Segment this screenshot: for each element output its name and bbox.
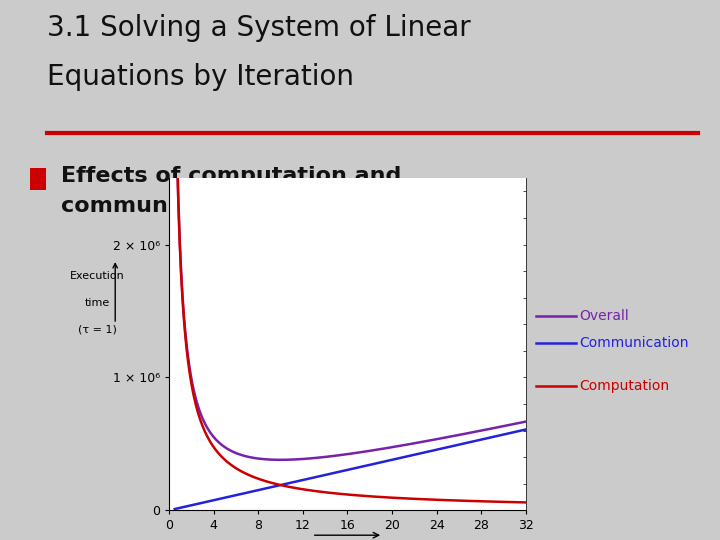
Text: Effects of computation and: Effects of computation and — [61, 166, 402, 186]
Text: Communication: Communication — [580, 336, 689, 350]
Text: Computation: Computation — [580, 379, 670, 393]
Text: Execution: Execution — [70, 271, 125, 281]
Text: Equations by Iteration: Equations by Iteration — [47, 63, 354, 91]
Text: time: time — [84, 298, 110, 308]
Text: (τ = 1): (τ = 1) — [78, 325, 117, 335]
Text: 3.1 Solving a System of Linear: 3.1 Solving a System of Linear — [47, 14, 471, 42]
Text: Overall: Overall — [580, 309, 629, 323]
Text: communication in Jacobi iteration: communication in Jacobi iteration — [61, 195, 485, 215]
Bar — [30, 168, 46, 190]
